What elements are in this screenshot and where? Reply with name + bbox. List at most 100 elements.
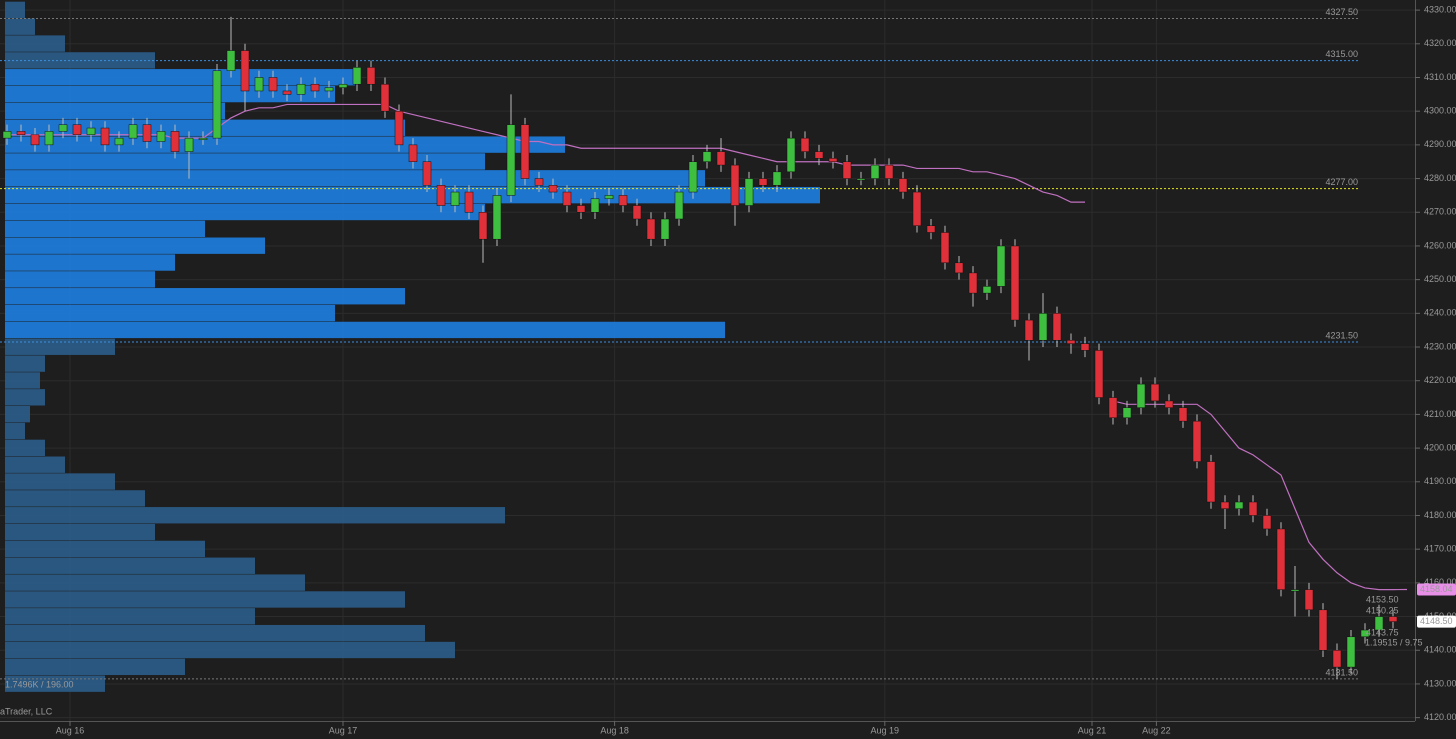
- y-tick-label: 4320.00: [1424, 38, 1456, 48]
- profile-bar: [5, 220, 205, 238]
- price-badge: [1417, 615, 1456, 628]
- y-tick-label: 4220.00: [1424, 375, 1456, 385]
- x-tick-label: Aug 16: [56, 725, 85, 735]
- candle-body: [72, 124, 82, 136]
- candle-body: [898, 178, 908, 193]
- candle-body: [142, 124, 152, 142]
- candle-body: [352, 67, 362, 85]
- y-tick-label: 4310.00: [1424, 72, 1456, 82]
- candle-body: [478, 212, 488, 240]
- candle-body: [30, 134, 40, 146]
- profile-bar: [5, 675, 105, 692]
- profile-bar: [5, 288, 405, 305]
- candle-body: [716, 151, 726, 166]
- candle-body: [954, 262, 964, 274]
- annotation: 4143.75: [1366, 627, 1399, 637]
- profile-bar: [5, 271, 155, 288]
- profile-bar: [5, 69, 355, 86]
- candle-body: [646, 218, 656, 240]
- candle-body: [1276, 528, 1286, 590]
- y-tick-label: 4120.00: [1424, 712, 1456, 722]
- candle-body: [58, 124, 68, 132]
- candle-body: [1192, 420, 1202, 462]
- candle-body: [1206, 461, 1216, 503]
- profile-bar: [5, 591, 405, 608]
- profile-bar: [5, 237, 265, 254]
- profile-bar: [5, 304, 335, 322]
- candle-body: [464, 191, 474, 213]
- candle-body: [1136, 383, 1146, 408]
- y-tick-label: 4330.00: [1424, 4, 1456, 14]
- candle-body: [324, 87, 334, 92]
- profile-bar: [5, 405, 30, 423]
- price-badge-label: 4158.04: [1420, 584, 1453, 594]
- annotation: 1.19515 / 9.75: [1365, 637, 1423, 647]
- candle-body: [1010, 245, 1020, 321]
- x-tick-label: Aug 22: [1142, 725, 1171, 735]
- candle-body: [268, 77, 278, 92]
- candle-body: [296, 83, 306, 95]
- candle-body: [940, 232, 950, 264]
- profile-bar: [5, 439, 45, 457]
- profile-bar: [5, 355, 45, 372]
- candle-body: [240, 50, 250, 92]
- candle-body: [1388, 616, 1398, 622]
- candle-body: [688, 161, 698, 193]
- candle-body: [1360, 629, 1370, 638]
- candle-body: [1024, 319, 1034, 341]
- profile-bar: [5, 170, 705, 187]
- candle-body: [1346, 636, 1356, 668]
- candle-body: [772, 171, 782, 186]
- y-tick-label: 4240.00: [1424, 308, 1456, 318]
- profile-bar: [5, 186, 820, 204]
- profile-bar: [5, 641, 455, 659]
- candle-body: [926, 225, 936, 233]
- candle-body: [254, 77, 264, 92]
- candle-body: [730, 164, 740, 206]
- candle-body: [1290, 589, 1300, 592]
- candle-body: [1332, 649, 1342, 668]
- candle-body: [184, 137, 194, 152]
- candle-body: [114, 137, 124, 146]
- candle-body: [450, 191, 460, 206]
- y-tick-label: 4140.00: [1424, 645, 1456, 655]
- candle-body: [814, 151, 824, 159]
- candle-body: [44, 131, 54, 146]
- profile-bar: [5, 85, 335, 103]
- y-tick-label: 4290.00: [1424, 139, 1456, 149]
- candle-body: [520, 124, 530, 179]
- candle-body: [982, 286, 992, 294]
- candle-body: [1248, 501, 1258, 516]
- profile-bar: [5, 523, 155, 541]
- candle-body: [2, 131, 12, 139]
- profile-bar: [5, 658, 185, 676]
- y-tick-label: 4280.00: [1424, 173, 1456, 183]
- candle-body: [394, 110, 404, 146]
- candle-body: [492, 195, 502, 240]
- level-label: 4131.50: [1325, 667, 1358, 677]
- candle-body: [226, 50, 236, 72]
- candle-body: [590, 198, 600, 213]
- price-badge: [1417, 583, 1456, 596]
- candle-body: [128, 124, 138, 139]
- profile-bar: [5, 203, 485, 221]
- candle-body: [310, 83, 320, 92]
- y-tick-label: 4260.00: [1424, 240, 1456, 250]
- vwap-line: [1112, 400, 1408, 591]
- y-tick-label: 4270.00: [1424, 207, 1456, 217]
- y-tick-label: 4130.00: [1424, 678, 1456, 688]
- y-tick-label: 4180.00: [1424, 510, 1456, 520]
- profile-bar: [5, 507, 505, 524]
- candle-body: [1262, 515, 1272, 530]
- candle-body: [632, 205, 642, 220]
- candle-body: [702, 151, 712, 162]
- price-badge-label: 4148.50: [1420, 616, 1453, 626]
- y-tick-label: 4300.00: [1424, 106, 1456, 116]
- candle-body: [1108, 397, 1118, 419]
- profile-bar: [5, 136, 565, 153]
- level-label: 4327.50: [1325, 7, 1358, 17]
- candle-body: [618, 195, 628, 206]
- candle-body: [800, 137, 810, 152]
